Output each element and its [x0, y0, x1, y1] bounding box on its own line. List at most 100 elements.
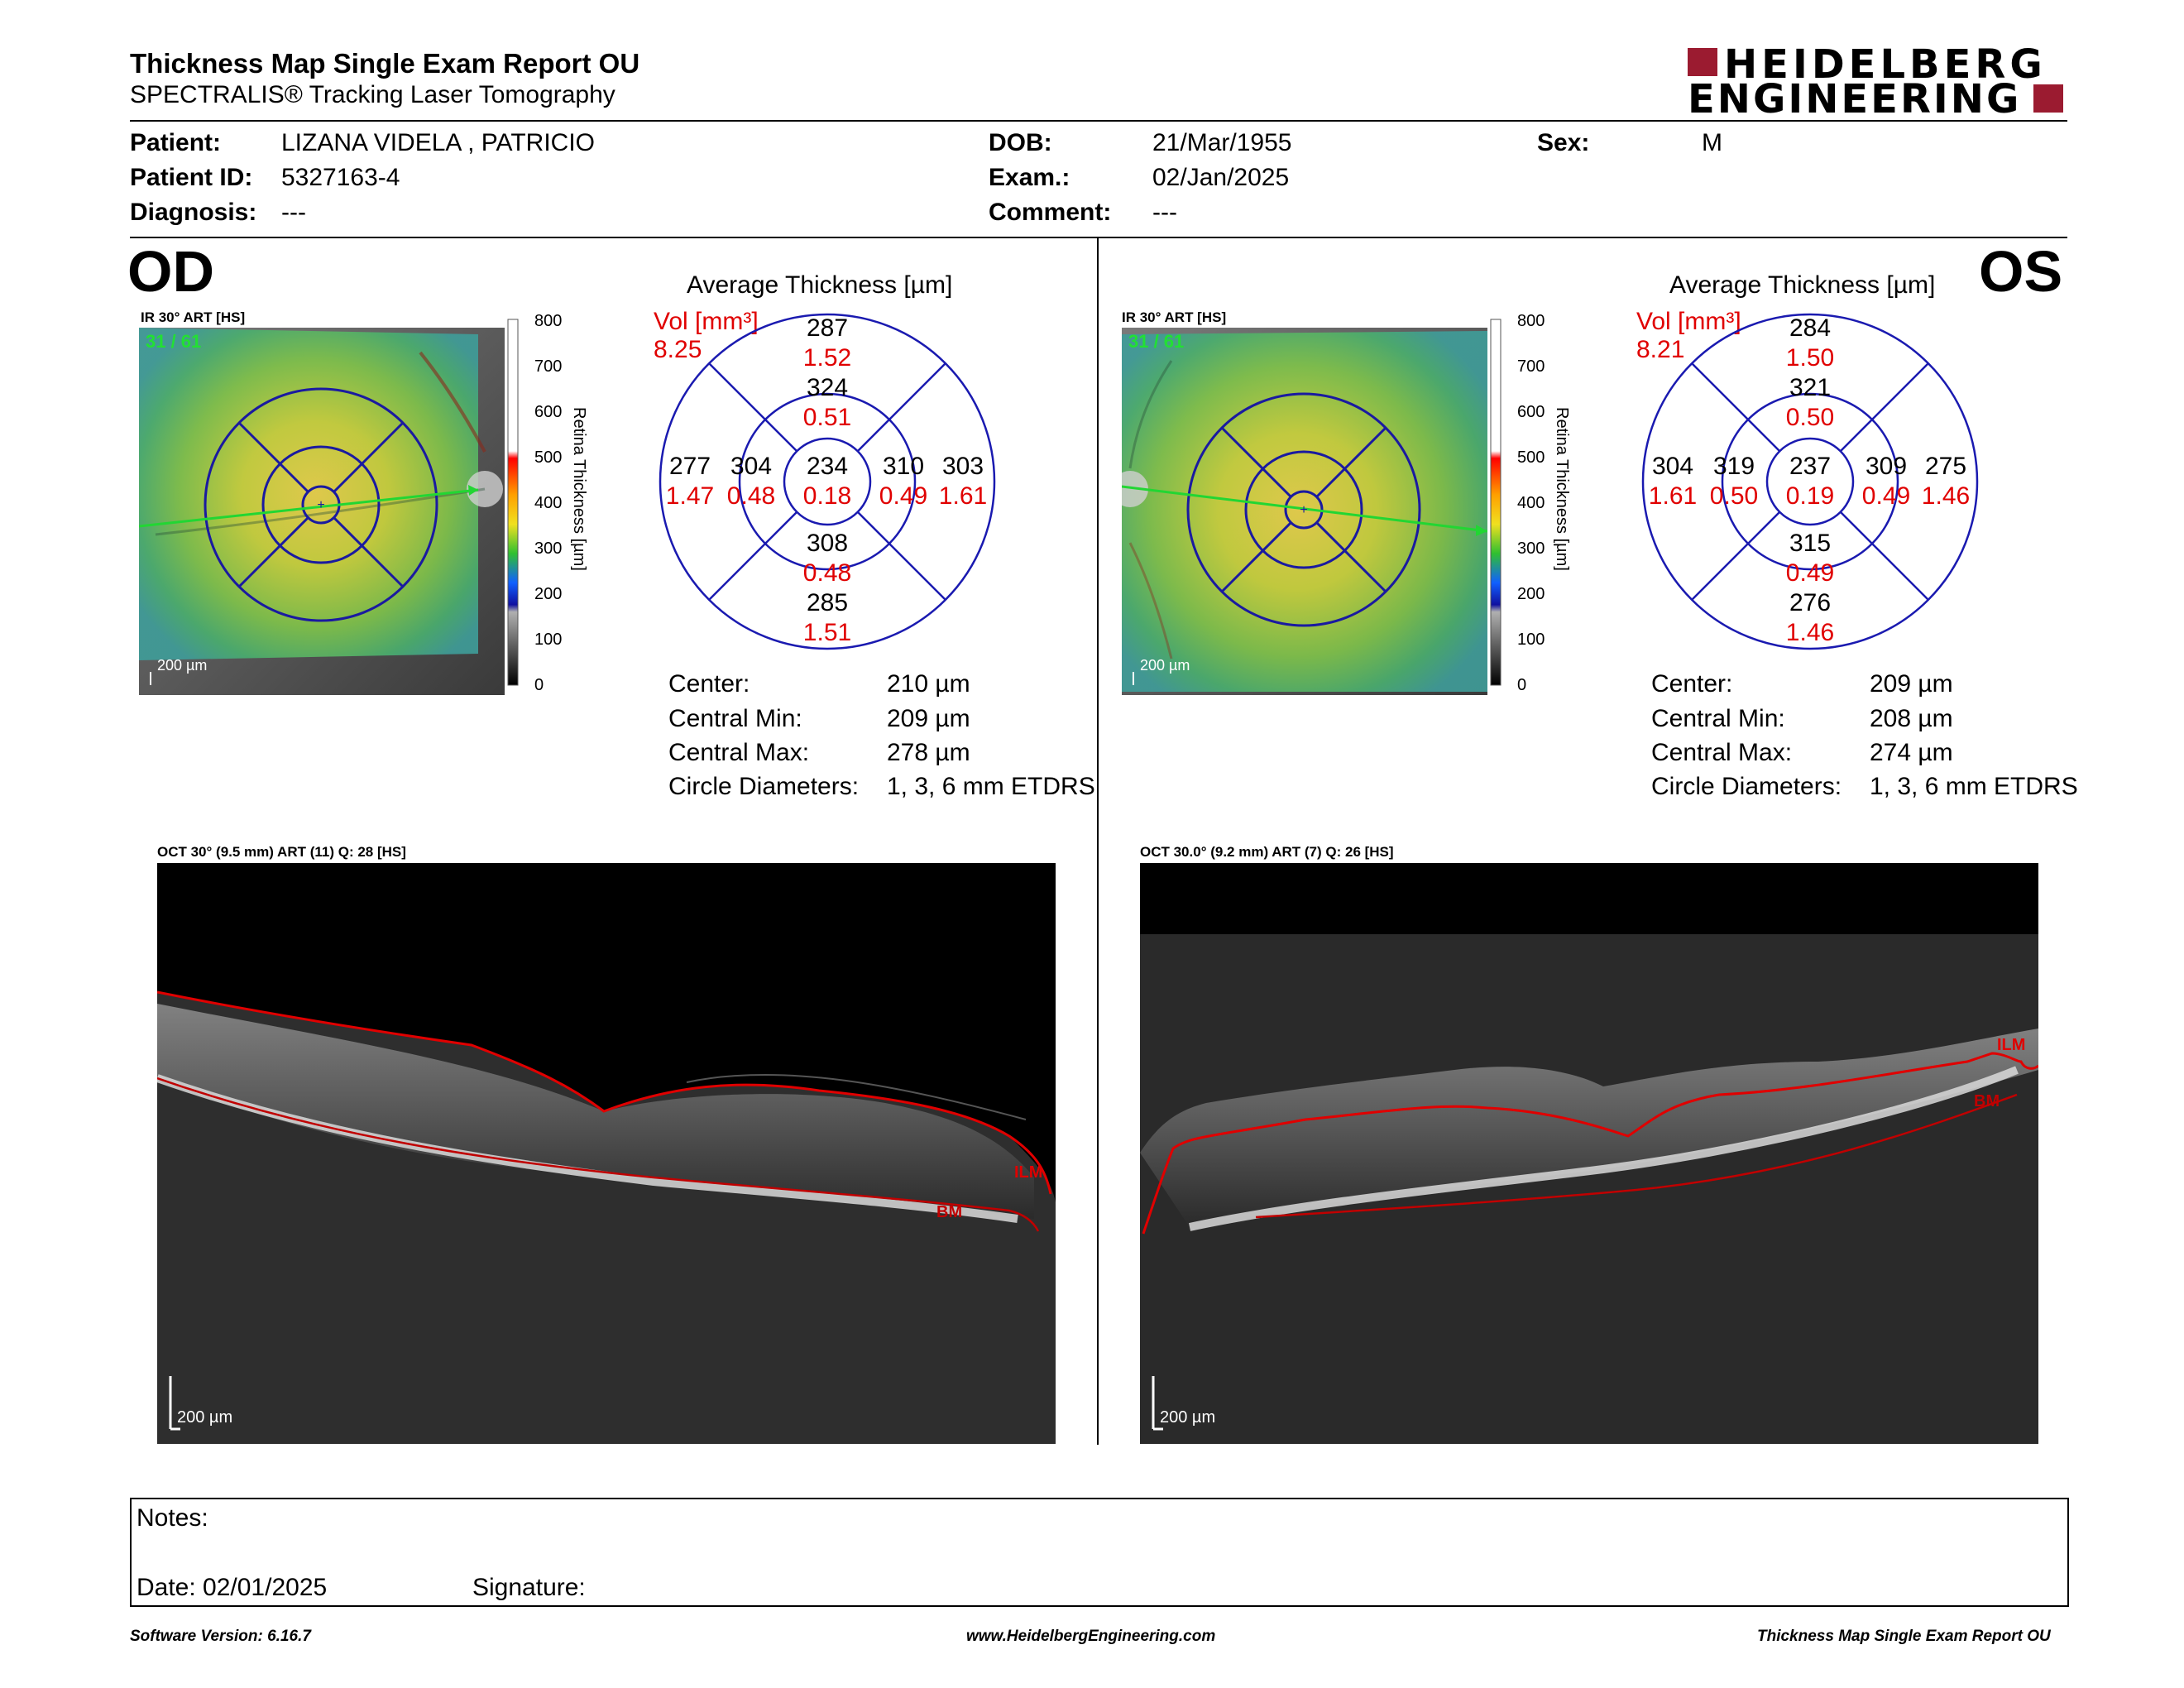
central-min-value-os: 208 µm [1870, 705, 1953, 732]
exam-label: Exam.: [989, 164, 1070, 191]
center-label-od: Center: [668, 670, 750, 698]
oct-scale-os: 200 µm [1160, 1408, 1215, 1427]
report-title: Thickness Map Single Exam Report OU [130, 48, 640, 79]
svg-text:200: 200 [534, 585, 562, 603]
svg-text:700: 700 [534, 357, 562, 376]
colorbar-od: 800 700 600 500 400 300 200 100 0 Retina… [507, 312, 588, 694]
patient-id: 5327163-4 [281, 164, 400, 191]
etdrs-grid-od: 287 1.52 324 0.51 277 1.47 304 0.48 234 … [659, 313, 996, 650]
ir-label-os: IR 30° ART [HS] [1122, 309, 1227, 325]
software-version: Software Version: 6.16.7 [130, 1628, 311, 1645]
diagnosis-label: Diagnosis: [130, 199, 257, 226]
comment-label: Comment: [989, 199, 1112, 226]
svg-text:300: 300 [534, 539, 562, 558]
central-max-label-os: Central Max: [1651, 739, 1793, 766]
diagnosis-value: --- [281, 199, 306, 226]
ilm-label-od: ILM [1014, 1163, 1042, 1182]
report-subtitle: SPECTRALIS® Tracking Laser Tomography [130, 81, 615, 108]
svg-text:0.18: 0.18 [803, 482, 851, 510]
svg-text:0.50: 0.50 [1710, 482, 1758, 510]
svg-text:+: + [317, 498, 324, 512]
svg-text:287: 287 [807, 314, 848, 342]
svg-text:1.46: 1.46 [1922, 482, 1970, 510]
svg-text:100: 100 [534, 631, 562, 649]
thickness-map-os: + 31 / 61 200 µm [1122, 328, 1487, 695]
svg-text:284: 284 [1789, 314, 1831, 342]
oct-label-os: OCT 30.0° (9.2 mm) ART (7) Q: 26 [HS] [1140, 844, 1394, 860]
svg-text:321: 321 [1789, 374, 1831, 401]
oct-scan-od: ILM BM 200 µm [157, 863, 1056, 1444]
svg-text:1.52: 1.52 [803, 344, 851, 372]
sex-label: Sex: [1537, 129, 1590, 156]
circle-diam-value-os: 1, 3, 6 mm ETDRS [1870, 773, 2078, 800]
center-label-os: Center: [1651, 670, 1733, 698]
svg-text:237: 237 [1789, 453, 1831, 480]
dob-label: DOB: [989, 129, 1052, 156]
oct-scale-od: 200 µm [177, 1408, 232, 1427]
dob-value: 21/Mar/1955 [1152, 129, 1292, 156]
svg-text:0.49: 0.49 [1786, 559, 1834, 587]
svg-text:1.47: 1.47 [666, 482, 714, 510]
ilm-label-os: ILM [1997, 1036, 2025, 1054]
svg-text:0: 0 [1517, 676, 1526, 694]
svg-text:304: 304 [1652, 453, 1693, 480]
svg-text:234: 234 [807, 453, 848, 480]
svg-text:0.48: 0.48 [727, 482, 775, 510]
colorbar-title-od: Retina Thickness [µm] [570, 407, 588, 571]
frame-counter-os: 31 / 61 [1128, 331, 1184, 352]
vol-label-od: Vol [mm³] [654, 308, 759, 335]
thickness-map-od: + 31 / 61 200 µm [139, 328, 505, 695]
svg-text:100: 100 [1517, 631, 1545, 649]
divider [130, 237, 2067, 238]
center-divider [1097, 238, 1099, 1445]
svg-text:500: 500 [1517, 448, 1545, 467]
svg-text:1.61: 1.61 [939, 482, 987, 510]
exam-value: 02/Jan/2025 [1152, 164, 1290, 191]
eye-label-os: OS [1979, 239, 2063, 304]
bm-label-od: BM [936, 1203, 962, 1221]
circle-diam-label-os: Circle Diameters: [1651, 773, 1842, 800]
svg-text:315: 315 [1789, 530, 1831, 557]
center-value-os: 209 µm [1870, 670, 1953, 698]
svg-text:+: + [1300, 503, 1307, 517]
footer-report-name: Thickness Map Single Exam Report OU [1757, 1628, 2051, 1645]
website-link[interactable]: www.HeidelbergEngineering.com [966, 1628, 1216, 1645]
svg-text:304: 304 [730, 453, 772, 480]
svg-text:324: 324 [807, 374, 848, 401]
central-min-label-os: Central Min: [1651, 705, 1785, 732]
svg-text:1.51: 1.51 [803, 619, 851, 646]
svg-text:0.51: 0.51 [803, 404, 851, 431]
svg-text:309: 309 [1866, 453, 1907, 480]
svg-text:276: 276 [1789, 589, 1831, 616]
svg-text:300: 300 [1517, 539, 1545, 558]
central-max-value-os: 274 µm [1870, 739, 1953, 766]
bm-label-os: BM [1974, 1092, 2000, 1110]
center-value-od: 210 µm [887, 670, 970, 698]
svg-text:0.48: 0.48 [803, 559, 851, 587]
svg-text:600: 600 [1517, 403, 1545, 421]
oct-label-od: OCT 30° (9.5 mm) ART (11) Q: 28 [HS] [157, 844, 406, 860]
vol-total-od: 8.25 [654, 336, 702, 363]
frame-counter-od: 31 / 61 [146, 331, 201, 352]
svg-text:200: 200 [1517, 585, 1545, 603]
svg-text:285: 285 [807, 589, 848, 616]
avg-thickness-title-os: Average Thickness [µm] [1669, 271, 1936, 299]
colorbar-os: 800 700 600 500 400 300 200 100 0 Retina… [1490, 312, 1571, 694]
svg-text:400: 400 [1517, 494, 1545, 512]
notes-label: Notes: [136, 1504, 208, 1532]
svg-text:1.61: 1.61 [1649, 482, 1697, 510]
colorbar-title-os: Retina Thickness [µm] [1553, 407, 1571, 571]
circle-diam-value-od: 1, 3, 6 mm ETDRS [887, 773, 1095, 800]
central-max-value-od: 278 µm [887, 739, 970, 766]
logo-square-top [1688, 48, 1717, 76]
sex-value: M [1702, 129, 1722, 156]
svg-text:0.19: 0.19 [1786, 482, 1834, 510]
svg-text:700: 700 [1517, 357, 1545, 376]
notes-box[interactable]: Notes: Date: 02/01/2025 Signature: [130, 1498, 2069, 1607]
logo-text-bottom: ENGINEERING [1688, 76, 2022, 122]
ir-label-od: IR 30° ART [HS] [141, 309, 246, 325]
patient-name: LIZANA VIDELA , PATRICIO [281, 129, 595, 156]
scale-label-od: 200 µm [157, 657, 207, 674]
logo-text-top: HEIDELBERG [1724, 41, 2047, 88]
svg-text:0.49: 0.49 [879, 482, 927, 510]
